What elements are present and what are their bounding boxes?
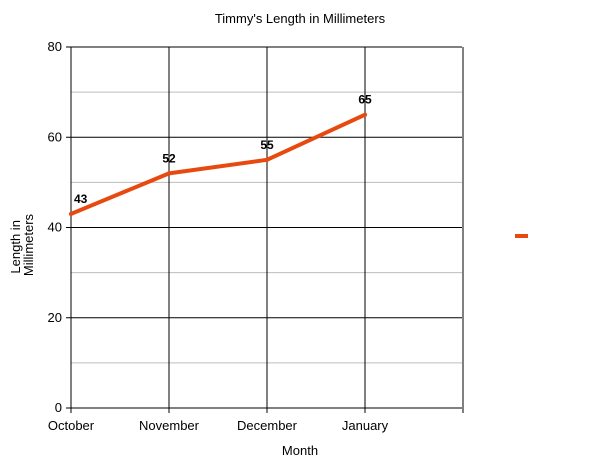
x-axis-label: Month [282,443,318,458]
x-tick-label: December [237,418,298,433]
x-tick-label: November [139,418,200,433]
data-point [69,211,73,216]
x-axis-ticks: October November December January [48,418,389,433]
y-axis-label-line-1: Length in [8,220,23,274]
data-point [265,157,269,162]
y-axis-label: Length in Millimeters [8,213,36,276]
data-label: 52 [162,151,176,165]
series-group [69,112,367,216]
data-point [167,171,171,176]
x-tick-label: January [342,418,389,433]
y-tick-label: 0 [55,400,62,415]
data-point [363,112,367,117]
data-label: 55 [260,138,274,152]
y-axis-ticks: 0 20 40 60 80 [48,39,62,415]
chart-title: Timmy's Length in Millimeters [215,11,386,26]
series-line [69,112,367,216]
y-axis-label-line-2: Millimeters [21,213,36,276]
y-tick-label: 20 [48,310,62,325]
y-tick-label: 80 [48,39,62,54]
grid [66,46,464,413]
x-tick-label: October [48,418,95,433]
data-labels: 43 52 55 65 [74,93,372,206]
y-tick-label: 60 [48,129,62,144]
data-label: 43 [74,192,88,206]
data-label: 65 [358,93,372,107]
y-tick-label: 40 [48,220,62,235]
